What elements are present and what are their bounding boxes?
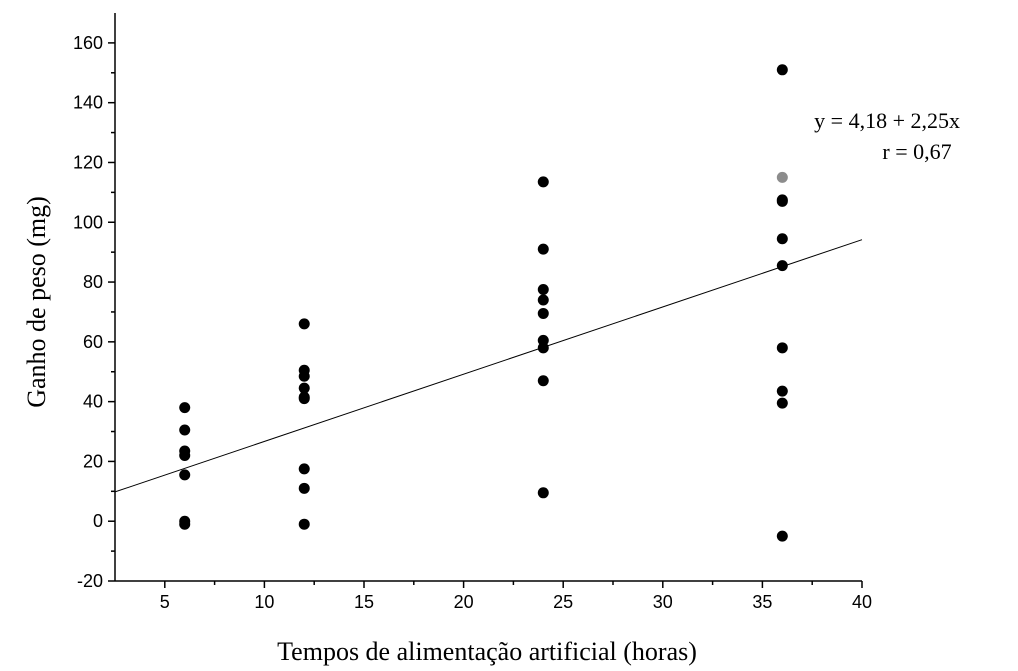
data-point xyxy=(179,424,191,436)
data-point xyxy=(776,385,788,397)
data-point xyxy=(537,243,549,255)
data-point xyxy=(179,449,191,461)
y-tick-label: 0 xyxy=(93,511,103,531)
data-point xyxy=(537,307,549,319)
x-tick-label: 35 xyxy=(752,592,772,612)
data-point xyxy=(776,64,788,76)
data-point xyxy=(298,482,310,494)
y-tick-label: 20 xyxy=(83,451,103,471)
x-tick-label: 40 xyxy=(852,592,872,612)
regression-line xyxy=(114,239,863,493)
x-tick-label: 30 xyxy=(653,592,673,612)
data-point xyxy=(298,318,310,330)
x-tick-label: 5 xyxy=(160,592,170,612)
data-point xyxy=(537,342,549,354)
x-tick-label: 25 xyxy=(553,592,573,612)
data-point xyxy=(776,342,788,354)
data-point xyxy=(537,176,549,188)
data-point xyxy=(298,370,310,382)
data-point xyxy=(776,530,788,542)
regression-line-group xyxy=(114,239,863,493)
y-tick-label: 120 xyxy=(73,152,103,172)
equation-annotation: y = 4,18 + 2,25x xyxy=(814,108,960,133)
data-point xyxy=(776,233,788,245)
data-point xyxy=(776,397,788,409)
x-tick-label: 10 xyxy=(254,592,274,612)
correlation-annotation: r = 0,67 xyxy=(882,139,951,164)
data-point xyxy=(298,518,310,530)
y-axis-title: Ganho de peso (mg) xyxy=(22,196,51,408)
data-point xyxy=(179,402,191,414)
y-tick-label: 100 xyxy=(73,212,103,232)
y-tick-label: 40 xyxy=(83,392,103,412)
data-point xyxy=(537,294,549,306)
data-point xyxy=(776,260,788,272)
data-point xyxy=(298,382,310,394)
data-point xyxy=(298,393,310,405)
y-tick-label: 140 xyxy=(73,93,103,113)
y-tick-label: 80 xyxy=(83,272,103,292)
y-tick-label: 60 xyxy=(83,332,103,352)
x-tick-label: 20 xyxy=(454,592,474,612)
x-axis-title: Tempos de alimentação artificial (horas) xyxy=(277,637,697,666)
data-point xyxy=(298,463,310,475)
data-points xyxy=(179,64,788,542)
x-tick-label: 15 xyxy=(354,592,374,612)
data-point xyxy=(537,375,549,387)
data-point xyxy=(776,171,788,183)
y-tick-label: 160 xyxy=(73,33,103,53)
data-point xyxy=(537,284,549,296)
data-point xyxy=(179,518,191,530)
y-tick-label: -20 xyxy=(77,571,103,591)
data-point xyxy=(537,487,549,499)
data-point xyxy=(776,195,788,207)
axes: -20 0 20 40 60 80 100 120 140 160 5 10 15 20 25 30 35 40 xyxy=(73,13,872,612)
data-point xyxy=(179,469,191,481)
